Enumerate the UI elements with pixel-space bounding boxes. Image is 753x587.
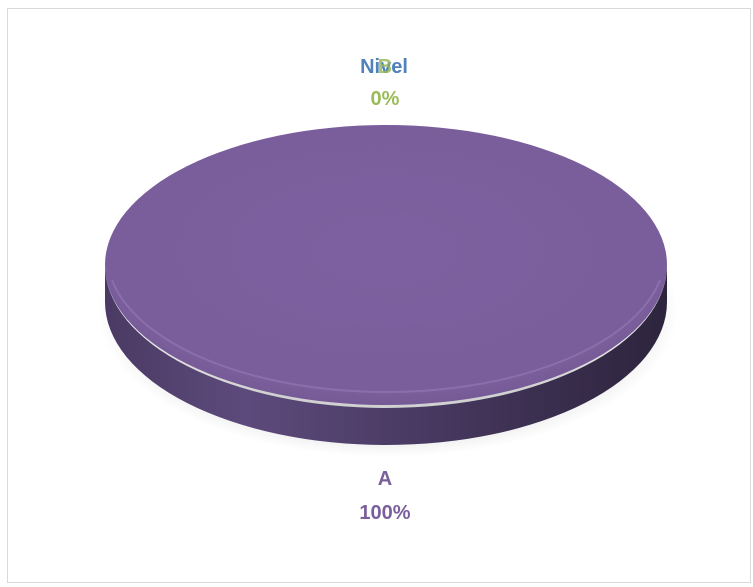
pie-side-wall	[105, 265, 667, 445]
pie-bevel	[111, 279, 661, 393]
label-b-percent: 0%	[371, 88, 400, 110]
label-b-name: B	[378, 56, 392, 78]
pie-slice-a	[105, 125, 667, 405]
label-a-name: A	[378, 468, 392, 490]
label-a-percent: 100%	[359, 502, 410, 524]
label-nivel-name: Nivel	[360, 56, 408, 78]
